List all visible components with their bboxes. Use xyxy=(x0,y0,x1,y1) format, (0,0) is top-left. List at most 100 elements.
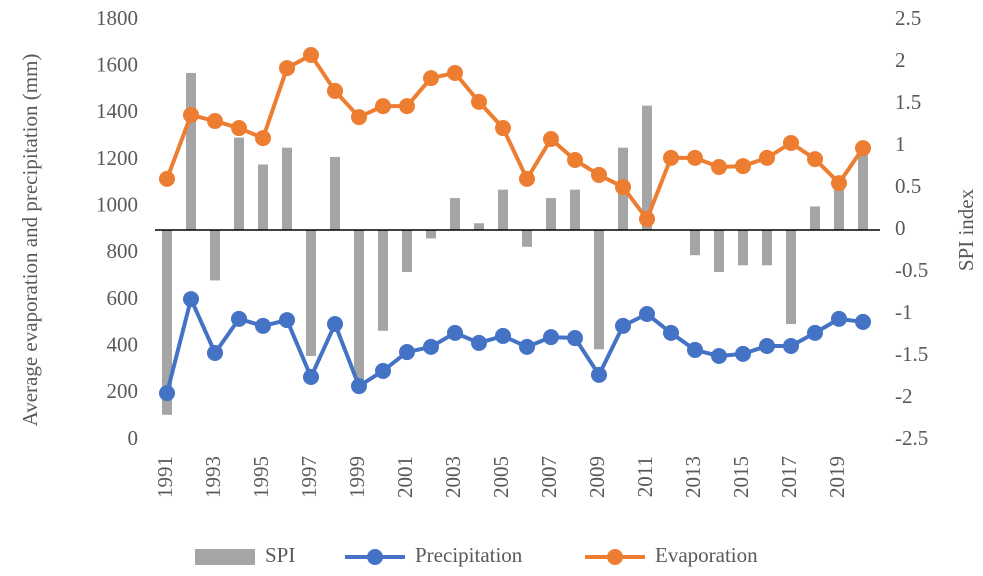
point xyxy=(279,312,295,329)
point xyxy=(831,310,847,327)
point xyxy=(543,131,559,147)
bar xyxy=(354,230,364,386)
y-tick-label: 1000 xyxy=(96,192,138,216)
point xyxy=(255,130,271,147)
x-tick-label: 2003 xyxy=(441,456,465,498)
bar xyxy=(522,230,532,247)
bar xyxy=(330,156,340,230)
x-tick-label: 2009 xyxy=(585,456,609,498)
y2-tick-label: -2.5 xyxy=(895,426,928,450)
bar xyxy=(474,223,484,230)
point xyxy=(375,98,391,115)
point xyxy=(663,149,679,166)
y-tick-label: 800 xyxy=(107,239,139,263)
x-tick-label: 2015 xyxy=(729,456,753,498)
bar xyxy=(426,230,436,239)
point xyxy=(807,151,823,168)
y2-axis-title: SPI index xyxy=(954,188,978,271)
point xyxy=(495,327,511,344)
x-tick-label: 1995 xyxy=(249,456,273,498)
y-tick-label: 400 xyxy=(107,332,139,356)
bar xyxy=(450,198,460,230)
bar xyxy=(594,230,604,350)
x-tick-label: 2017 xyxy=(777,456,801,498)
point xyxy=(207,344,223,361)
point xyxy=(399,98,415,115)
point xyxy=(159,170,175,187)
point xyxy=(759,149,775,166)
y2-tick-label: 1.5 xyxy=(895,90,921,114)
y2-tick-label: -2 xyxy=(895,384,913,408)
point xyxy=(711,159,727,175)
x-tick-label: 1999 xyxy=(345,456,369,498)
y2-tick-label: 2 xyxy=(895,48,906,72)
point xyxy=(735,158,751,175)
y2-tick-label: 0.5 xyxy=(895,174,921,198)
bar xyxy=(834,186,844,230)
point xyxy=(639,306,655,322)
y-tick-label: 1600 xyxy=(96,52,138,76)
point xyxy=(471,93,487,110)
point xyxy=(423,70,439,87)
bar xyxy=(858,154,868,230)
point xyxy=(567,330,583,347)
bar xyxy=(234,137,244,230)
y2-tick-label: 1 xyxy=(895,132,906,156)
legend-swatch xyxy=(367,549,383,565)
bar xyxy=(738,230,748,266)
point xyxy=(231,120,247,137)
x-tick-label: 1997 xyxy=(297,456,321,498)
point xyxy=(591,166,607,183)
x-tick-label: 2013 xyxy=(681,456,705,498)
bar xyxy=(642,105,652,230)
bar xyxy=(546,198,556,230)
bar xyxy=(498,189,508,230)
x-tick-label: 2005 xyxy=(489,456,513,498)
point xyxy=(519,338,535,355)
bar xyxy=(762,230,772,266)
y-tick-label: 1400 xyxy=(96,99,138,123)
point xyxy=(159,385,175,402)
point xyxy=(567,152,583,168)
bar xyxy=(402,230,412,272)
x-tick-label: 2001 xyxy=(393,456,417,498)
point xyxy=(783,337,799,354)
point xyxy=(615,179,631,196)
point xyxy=(471,334,487,351)
point xyxy=(639,211,655,228)
point xyxy=(831,175,847,192)
point xyxy=(687,341,703,358)
y2-tick-label: -1 xyxy=(895,300,913,324)
point xyxy=(375,362,391,379)
point xyxy=(855,140,871,157)
point xyxy=(351,378,367,395)
point xyxy=(279,60,295,77)
x-tick-label: 2007 xyxy=(537,456,561,498)
y2-tick-label: -0.5 xyxy=(895,258,928,282)
legend-label: Precipitation xyxy=(415,543,523,567)
y-tick-label: 1800 xyxy=(96,6,138,30)
bar xyxy=(570,189,580,230)
bar xyxy=(786,230,796,325)
point xyxy=(591,366,607,383)
bar xyxy=(306,230,316,356)
point xyxy=(495,120,511,137)
point xyxy=(183,291,199,308)
point xyxy=(735,345,751,362)
point xyxy=(783,134,799,151)
point xyxy=(447,64,463,81)
legend-label: Evaporation xyxy=(655,543,758,567)
point xyxy=(687,149,703,166)
point xyxy=(711,348,727,364)
bar xyxy=(186,72,196,230)
y-tick-label: 200 xyxy=(107,379,139,403)
x-tick-label: 2011 xyxy=(633,456,657,497)
point xyxy=(807,324,823,341)
x-tick-label: 1993 xyxy=(201,456,225,498)
bar xyxy=(714,230,724,272)
point xyxy=(447,324,463,341)
point xyxy=(423,338,439,355)
point xyxy=(399,344,415,361)
y2-tick-label: 0 xyxy=(895,216,906,240)
point xyxy=(303,47,319,63)
